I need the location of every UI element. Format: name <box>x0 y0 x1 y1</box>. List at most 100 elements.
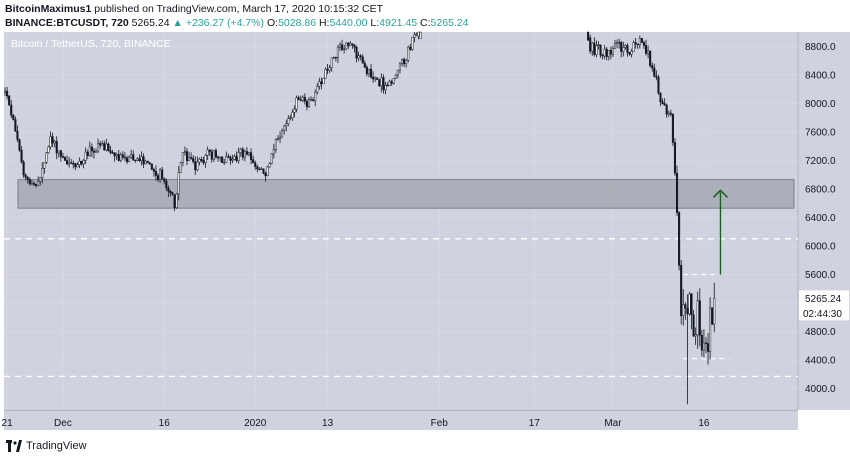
dashed-levels <box>4 238 798 378</box>
candle-body <box>384 84 387 91</box>
candle-body <box>254 162 257 167</box>
candlestick-series <box>3 31 716 405</box>
candle-body <box>307 99 311 107</box>
candle-body <box>587 31 590 41</box>
candle-body <box>107 143 110 151</box>
candle-body <box>41 168 44 178</box>
candle-body <box>171 192 174 195</box>
candle-body <box>136 158 139 161</box>
candle-body <box>707 343 710 352</box>
candle-body <box>632 42 635 52</box>
candle-body <box>76 164 79 168</box>
candle-body <box>289 117 292 119</box>
candle-body <box>647 50 650 54</box>
candle-body <box>119 154 122 161</box>
candle-body <box>372 76 375 80</box>
candle-body <box>231 158 234 161</box>
candle-body <box>349 43 352 47</box>
target-arrow <box>712 189 729 275</box>
candle-body <box>382 77 385 91</box>
candle-body <box>61 156 64 158</box>
arrow-head <box>712 189 729 198</box>
candle-body <box>260 168 263 170</box>
footer-brand-label: TradingView <box>26 440 87 452</box>
candle-body <box>398 63 402 71</box>
candle-body <box>287 118 290 125</box>
candle-body <box>72 163 75 165</box>
candle-body <box>388 81 391 86</box>
candle-body <box>78 160 81 165</box>
time-tick-label: 17 <box>529 418 541 429</box>
candle-body <box>128 156 131 163</box>
candle-body <box>363 62 366 68</box>
candle-body <box>200 159 203 161</box>
candle-body <box>82 160 85 165</box>
candle-body <box>303 96 306 102</box>
candle-body <box>144 160 147 165</box>
candle-body <box>338 44 342 48</box>
footer-brand[interactable]: TradingView <box>6 440 87 452</box>
candle-body <box>711 307 714 325</box>
candle-body <box>367 68 370 75</box>
candle-body <box>24 174 27 178</box>
candle-body <box>92 150 95 153</box>
ohlc-open-value: 5028.86 <box>278 17 317 29</box>
candle-body <box>247 152 251 155</box>
candle-body <box>283 125 286 131</box>
candle-body <box>694 334 697 337</box>
candle-body <box>30 183 33 185</box>
candle-body <box>692 314 695 337</box>
price-tick-label: 8800.0 <box>805 42 836 53</box>
price-chart[interactable]: 4000.04400.04800.05200.05600.06000.06400… <box>0 30 850 434</box>
candle-body <box>599 44 602 56</box>
price-tick-label: 7600.0 <box>805 127 836 138</box>
candle-body <box>310 99 313 101</box>
candle-body <box>57 150 60 154</box>
candle-body <box>415 33 418 36</box>
candle-body <box>154 171 158 176</box>
price-axis[interactable] <box>798 32 850 410</box>
candle-body <box>6 90 9 97</box>
candle-body <box>177 172 180 195</box>
candle-body <box>680 265 683 317</box>
time-axis[interactable] <box>4 410 798 430</box>
candle-body <box>653 67 656 77</box>
candle-body <box>386 84 389 87</box>
ohlc-low-value: 4921.45 <box>379 17 418 29</box>
symbol-label[interactable]: BINANCE:BTCUSDT, 720 <box>5 17 129 29</box>
candle-body <box>266 166 269 176</box>
candle-body <box>167 187 170 192</box>
candle-body <box>163 178 166 182</box>
candle-body <box>121 154 124 158</box>
candle-body <box>690 293 693 316</box>
candle-body <box>8 95 11 106</box>
candle-body <box>392 77 395 84</box>
candle-body <box>332 56 335 59</box>
candle-body <box>51 136 54 144</box>
candle-body <box>10 104 13 116</box>
candle-body <box>659 92 662 102</box>
grid-lines <box>4 32 798 410</box>
price-tick-label: 4400.0 <box>805 356 836 367</box>
candle-body <box>390 81 393 84</box>
price-tick-label: 4000.0 <box>805 384 836 395</box>
candle-body <box>185 151 189 161</box>
candle-body <box>593 42 596 55</box>
plot-area[interactable] <box>4 32 798 410</box>
candle-body <box>649 50 652 66</box>
candle-body <box>665 104 668 115</box>
candle-body <box>47 146 50 154</box>
last-price-label-bg <box>799 290 849 306</box>
candle-body <box>130 154 133 158</box>
candle-body <box>369 68 373 78</box>
author-name[interactable]: BitcoinMaximus1 <box>5 3 92 15</box>
tradingview-logo-icon <box>6 440 22 452</box>
candle-body <box>148 162 151 165</box>
candle-body <box>624 45 627 48</box>
candle-body <box>214 150 217 158</box>
candle-body <box>26 177 29 180</box>
candle-body <box>328 67 331 71</box>
candle-body <box>301 96 304 101</box>
candle-body <box>113 152 116 157</box>
candle-body <box>227 156 230 158</box>
